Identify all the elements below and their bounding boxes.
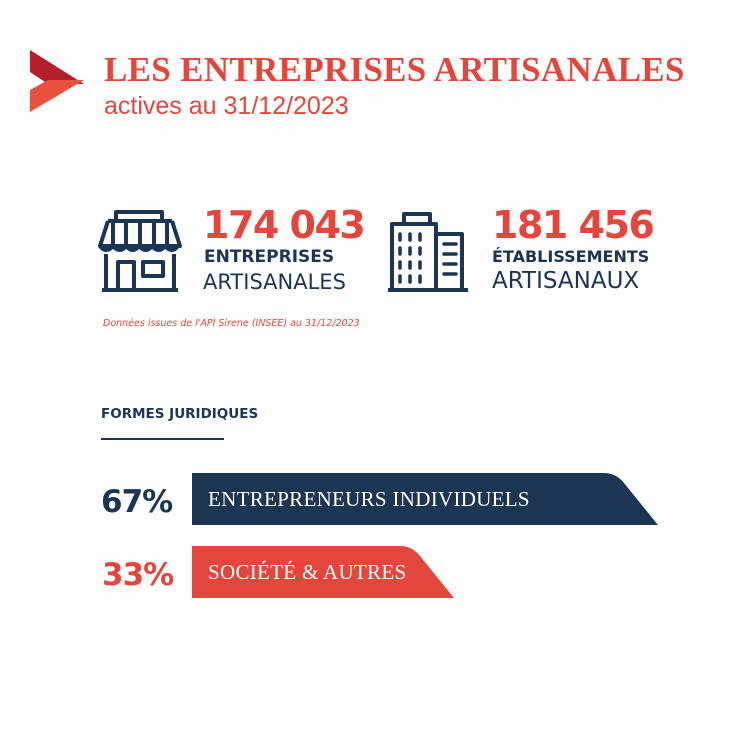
page-title: LES ENTREPRISES ARTISANALES xyxy=(104,50,685,89)
bar-individual: ENTREPRENEURS INDIVIDUELS xyxy=(192,473,658,525)
bar-company-label: SOCIÉTÉ & AUTRES xyxy=(208,560,407,584)
section-underline xyxy=(101,438,224,440)
bar-individual-shape xyxy=(192,473,658,525)
source-note: Données issues de l'API Sirene (INSEE) a… xyxy=(103,318,360,329)
stat-establishments-value: 181 456 xyxy=(492,203,655,247)
bar-company-shape xyxy=(192,546,454,598)
stat-enterprises-sublabel: ARTISANALES xyxy=(203,270,346,294)
percent-company: 33% xyxy=(102,557,174,593)
building-icon xyxy=(388,212,468,292)
bar-individual-label: ENTREPRENEURS INDIVIDUELS xyxy=(208,487,530,511)
stat-establishments-label: ÉTABLISSEMENTS xyxy=(492,247,650,266)
shop-icon xyxy=(98,210,182,292)
brand-logo-icon xyxy=(30,50,84,112)
page-subtitle: actives au 31/12/2023 xyxy=(104,92,349,120)
stat-enterprises-value: 174 043 xyxy=(203,203,366,247)
bar-company: SOCIÉTÉ & AUTRES xyxy=(192,546,454,598)
section-title: FORMES JURIDIQUES xyxy=(101,406,259,422)
stat-enterprises-label: ENTREPRISES xyxy=(204,247,335,267)
percent-individual: 67% xyxy=(101,484,173,520)
stat-establishments-sublabel: ARTISANAUX xyxy=(492,268,640,294)
